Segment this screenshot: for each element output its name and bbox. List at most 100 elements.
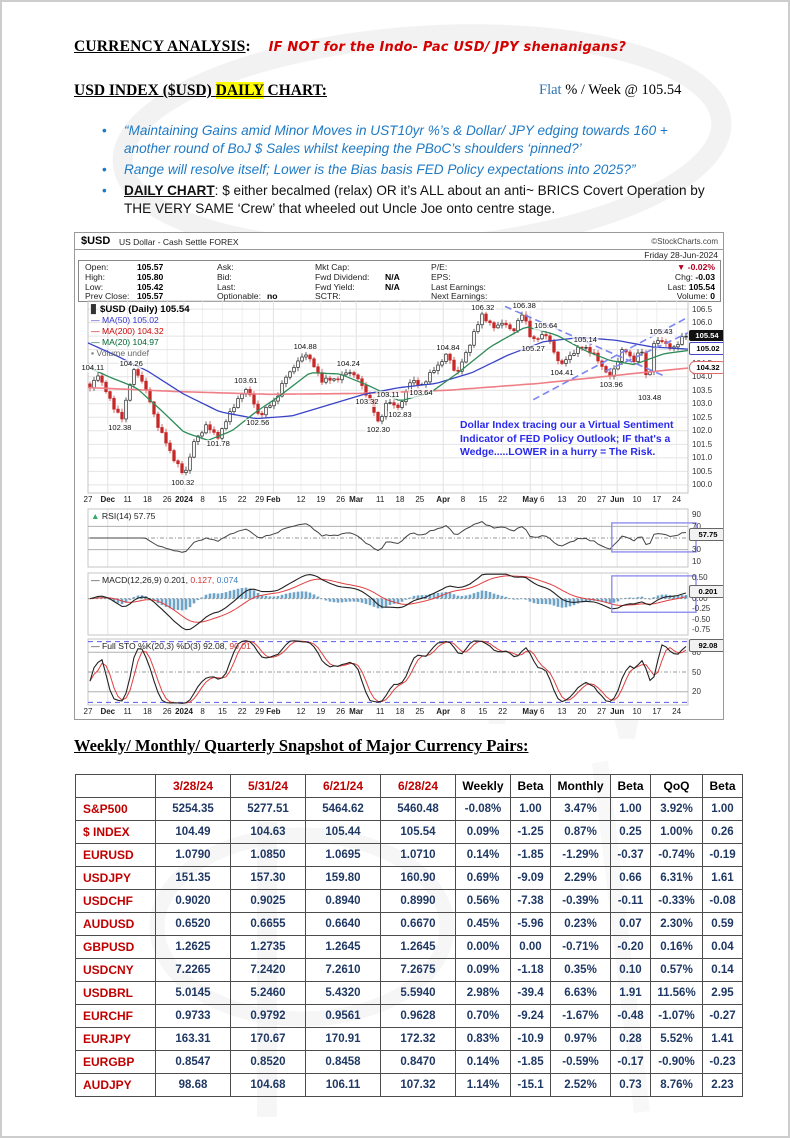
cell-value: 0.16% [650, 935, 703, 959]
cell-value: 0.9025 [230, 889, 306, 913]
price-point-label: 105.64 [533, 321, 559, 331]
cell-value: -1.85 [510, 843, 551, 867]
candlesticks [88, 310, 688, 476]
row-label: EURUSD [75, 843, 156, 867]
cell-value: 0.00% [455, 935, 511, 959]
price-point-label: 104.41 [549, 367, 575, 378]
macd-line [89, 573, 687, 631]
cell-value: 0.14% [455, 843, 511, 867]
quote-column: Mkt Cap: Fwd Dividend: N/A Fwd Yield: N/A SCT… [315, 262, 400, 302]
cell-value: 0.9020 [155, 889, 231, 913]
cell-value: 5460.48 [380, 797, 456, 821]
date-axis-label: 12 [296, 707, 306, 716]
cell-value: -0.11 [610, 889, 651, 913]
cell-value: 0.8990 [380, 889, 456, 913]
cell-value: 170.67 [230, 1027, 306, 1051]
stockcharts-screenshot: $USD US Dollar - Cash Settle FOREX ©Stoc… [74, 232, 724, 720]
column-header: Beta [702, 774, 743, 798]
price-point-label: 104.11 [80, 362, 106, 373]
stoch-axis-label: 20 [692, 687, 701, 697]
cell-value: 5.0145 [155, 981, 231, 1005]
table-row: EURUSD 1.0790 1.0850 1.0695 1.0710 0.14% -1.85… [75, 843, 743, 867]
cell-value: -0.37 [610, 843, 651, 867]
date-axis-label: 2024 [175, 707, 193, 716]
price-point-label: 104.24 [335, 359, 362, 369]
date-axis-label: 18 [142, 495, 152, 504]
legend-text: MA(20) 104.97 [101, 337, 159, 347]
quote-field: Fwd Yield: N/A [315, 281, 400, 292]
cell-value: 1.2645 [305, 935, 381, 959]
cell-value: -15.1 [510, 1073, 551, 1097]
date-axis-label: 13 [557, 707, 567, 716]
price-axis-label: 106.5 [692, 304, 713, 314]
bullet-daily-chart: DAILY CHART: $ either becalmed (relax) O… [96, 182, 706, 218]
cell-value: 163.31 [155, 1027, 231, 1051]
price-point-label: 104.26 [118, 358, 144, 369]
legend-chip-icon: — [91, 337, 102, 347]
column-header: QoQ [650, 774, 703, 798]
row-label: USDCHF [75, 889, 156, 913]
stoch-axis-label: 50 [692, 667, 701, 677]
chart-heading-text: USD INDEX ($USD) DAILY CHART: [74, 82, 327, 99]
price-point-label: 105.27 [520, 344, 546, 354]
quote-column: Ask: Bid: Last: Optionable: no [217, 262, 278, 302]
quote-field: Bid: [217, 271, 232, 282]
cell-value: 0.59 [702, 912, 743, 936]
cell-value: -0.48 [610, 1004, 651, 1028]
column-header: 6/21/24 [305, 774, 381, 798]
rsi-line [90, 521, 687, 553]
cell-value: -9.09 [510, 866, 551, 890]
chart-canvas [87, 300, 697, 706]
date-axis-label: Feb [266, 495, 281, 504]
date-axis-label: 17 [652, 495, 662, 504]
table-row: EURCHF 0.9733 0.9792 0.9561 0.9628 0.70% -9.24… [75, 1004, 743, 1028]
row-label: EURCHF [75, 1004, 156, 1028]
date-axis-label: 11 [123, 495, 132, 504]
cell-value: 0.66 [610, 866, 651, 890]
cell-value: -39.4 [510, 981, 551, 1005]
rsi-highlight-box [611, 522, 697, 553]
cell-value: 5277.51 [230, 797, 306, 821]
rsi-axis-label: 90 [692, 510, 701, 520]
price-axis-label: 103.0 [692, 399, 713, 409]
date-axis-label: 19 [316, 707, 326, 716]
date-axis-label: 26 [162, 495, 172, 504]
row-label: AUDUSD [75, 912, 156, 936]
cell-value: -0.39% [550, 889, 611, 913]
cell-value: 0.04 [702, 935, 743, 959]
cell-value: 2.23 [702, 1073, 743, 1097]
cell-value: -0.17 [610, 1050, 651, 1074]
cell-value: 0.6655 [230, 912, 306, 936]
cell-value: 2.95 [702, 981, 743, 1005]
cell-value: 0.9792 [230, 1004, 306, 1028]
date-axis-label: 27 [597, 707, 607, 716]
macd-axis-label: -0.75 [692, 625, 711, 635]
cell-value: 1.00 [610, 797, 651, 821]
row-label: USDCNY [75, 958, 156, 982]
commentary-bullets: “Maintaining Gains amid Minor Moves in U… [96, 122, 708, 221]
row-label: USDJPY [75, 866, 156, 890]
table-row: EURGBP 0.8547 0.8520 0.8458 0.8470 0.14% -1.85… [75, 1050, 743, 1074]
date-axis-label: 10 [632, 495, 642, 504]
price-tag-104.32: 104.32 [689, 361, 723, 375]
quote-field: Optionable: no [217, 291, 278, 302]
cell-value: 11.56% [650, 981, 703, 1005]
quote-field: P/E: [431, 262, 448, 272]
cell-value: 0.9561 [305, 1004, 381, 1028]
cell-value: -0.20 [610, 935, 651, 959]
quote-field: Prev Close: 105.57 [85, 291, 164, 302]
date-axis-label: 18 [142, 707, 152, 716]
cell-value: -9.24 [510, 1004, 551, 1028]
table-row: AUDUSD 0.6520 0.6655 0.6640 0.6670 0.45% -5.96… [75, 912, 743, 936]
cell-value: 1.0710 [380, 843, 456, 867]
date-axis-label: Jun [610, 707, 625, 716]
chart-legend-entry: — MA(50) 105.02 [91, 315, 159, 325]
date-axis-label: 18 [395, 707, 405, 716]
cell-value: 104.63 [230, 820, 306, 844]
rsi-legend-part: RSI(14) 57.75 [101, 511, 156, 521]
date-axis-label: 13 [557, 495, 567, 504]
date-axis-label: 15 [217, 707, 227, 716]
price-point-label: 103.64 [408, 388, 434, 398]
price-axis-label: 102.0 [692, 426, 713, 436]
